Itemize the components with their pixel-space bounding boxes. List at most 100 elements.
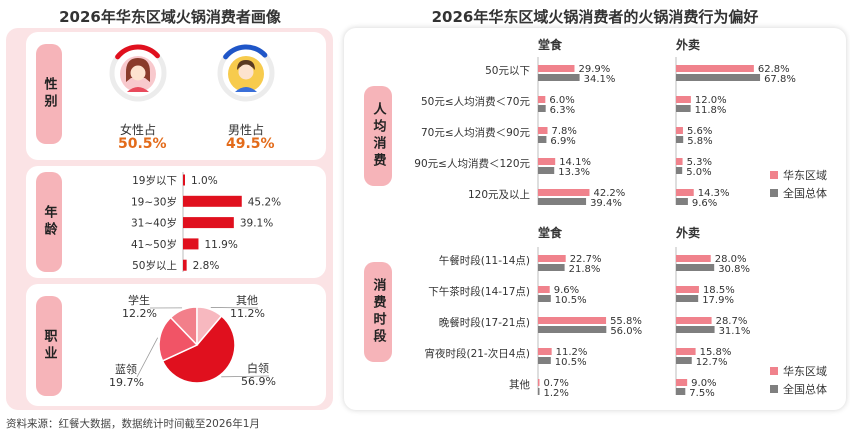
job-slice-name: 蓝领	[115, 363, 137, 376]
job-slice-value: 56.9%	[241, 375, 276, 388]
bar-east	[538, 317, 607, 324]
category-label: 50元以下	[485, 65, 530, 77]
bar-east	[676, 65, 754, 72]
job-slice-name: 学生	[128, 293, 150, 307]
bar-national-value: 12.7%	[696, 357, 728, 368]
bar-east-value: 14.3%	[698, 188, 730, 199]
time-tab: 消费时段	[364, 262, 392, 362]
bar-east-value: 28.7%	[716, 316, 748, 327]
gender-tab-label: 性别	[41, 77, 57, 111]
bar-national-value: 30.8%	[718, 264, 750, 275]
bar-national	[676, 74, 761, 81]
legend-swatch	[770, 385, 778, 393]
bar-national-value: 34.1%	[584, 74, 616, 85]
bar-national	[676, 326, 715, 333]
bar-east	[676, 158, 683, 165]
bar-east-value: 5.6%	[687, 126, 712, 137]
bar-east	[676, 379, 688, 386]
bar-national	[676, 264, 715, 271]
female-donut-arc	[115, 44, 160, 60]
job-slice-value: 19.7%	[109, 376, 144, 389]
bar-national-value: 5.8%	[687, 136, 712, 147]
bar-east-value: 62.8%	[758, 64, 790, 75]
time-dine-header: 堂食	[538, 226, 563, 240]
bar-national-value: 13.3%	[558, 167, 590, 178]
bar-national-value: 31.1%	[719, 326, 751, 337]
bar-east	[538, 127, 548, 134]
bar-east-value: 9.0%	[691, 378, 716, 389]
job-pie-slice	[158, 316, 199, 362]
spend-dine-header: 堂食	[538, 38, 563, 52]
male-donut	[217, 44, 275, 102]
bar-national-value: 1.2%	[544, 388, 569, 399]
bar-national-value: 11.8%	[695, 105, 727, 116]
bar-national	[538, 326, 607, 333]
legend-swatch	[770, 189, 778, 197]
age-value-label: 11.9%	[204, 239, 237, 251]
bar-national	[676, 357, 692, 364]
category-label: 90元≤人均消费＜120元	[414, 157, 530, 170]
age-tab-label: 年龄	[41, 205, 57, 239]
job-tab-label: 职业	[41, 329, 57, 363]
bar-national-value: 56.0%	[610, 326, 642, 337]
job-leader-line	[136, 337, 159, 378]
age-bar	[183, 259, 187, 271]
job-tab: 职业	[36, 296, 62, 396]
age-bar	[183, 195, 242, 207]
bar-east-value: 42.2%	[593, 188, 625, 199]
bar-east-value: 6.0%	[549, 95, 574, 106]
legend-label: 全国总体	[783, 186, 827, 200]
legend-label: 华东区域	[783, 364, 827, 378]
job-slice-value: 11.2%	[230, 307, 265, 320]
bar-national	[676, 198, 688, 205]
bar-national-value: 21.8%	[569, 264, 601, 275]
bar-east	[676, 348, 696, 355]
bar-national	[538, 136, 547, 143]
job-slice-name: 其他	[236, 294, 258, 307]
bar-national-value: 6.9%	[550, 136, 575, 147]
job-slice-name: 白领	[247, 361, 269, 375]
age-category-label: 19~30岁	[131, 195, 177, 208]
bar-east	[538, 286, 550, 293]
bar-east	[676, 255, 711, 262]
bar-east	[538, 379, 540, 386]
job-slice-value: 12.2%	[122, 307, 157, 320]
bar-national-value: 9.6%	[692, 198, 717, 209]
bar-east-value: 22.7%	[570, 254, 602, 265]
category-label: 120元及以上	[468, 189, 530, 201]
legend-swatch	[770, 367, 778, 375]
bar-east-value: 5.3%	[687, 157, 712, 168]
age-bar	[183, 238, 199, 250]
bar-east	[538, 255, 566, 262]
time-takeout-header: 外卖	[676, 226, 701, 240]
time-tab-label: 消费时段	[370, 278, 386, 346]
age-tab: 年龄	[36, 172, 62, 272]
bar-national-value: 10.5%	[555, 295, 587, 306]
age-value-label: 45.2%	[248, 196, 281, 208]
bar-east-value: 29.9%	[578, 64, 610, 75]
spend-takeout-header: 外卖	[676, 38, 701, 52]
bar-east	[538, 348, 552, 355]
legend-label: 全国总体	[783, 382, 827, 396]
bar-national-value: 17.9%	[702, 295, 734, 306]
male-label: 男性占	[228, 123, 265, 137]
bar-east-value: 11.2%	[556, 347, 588, 358]
age-category-label: 19岁以下	[132, 174, 177, 187]
job-pie-slice	[161, 314, 236, 384]
gender-panel	[26, 32, 326, 160]
female-value: 50.5%	[118, 136, 167, 152]
male-value: 49.5%	[226, 136, 275, 152]
age-value-label: 1.0%	[191, 175, 218, 187]
bar-east-value: 15.8%	[700, 347, 732, 358]
spend-tab-label: 人均消费	[370, 102, 386, 170]
source-note: 资料来源：红餐大数据，数据统计时间截至2026年1月	[6, 418, 260, 430]
bar-national	[538, 295, 551, 302]
job-leader-line	[210, 307, 259, 309]
age-category-label: 31~40岁	[131, 217, 177, 230]
gender-tab: 性别	[36, 44, 62, 144]
male-avatar-icon	[228, 56, 264, 92]
bar-national	[538, 388, 540, 395]
bar-east	[538, 96, 546, 103]
